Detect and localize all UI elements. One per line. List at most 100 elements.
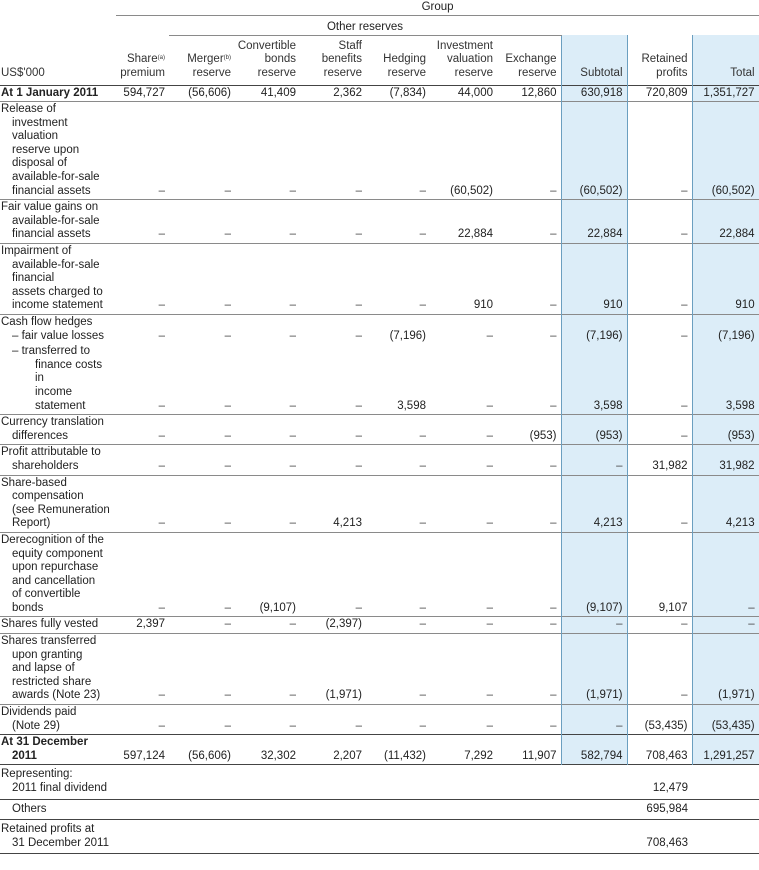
table-cell: –	[497, 633, 561, 705]
table-cell: –	[169, 414, 235, 445]
table-cell: 2,362	[300, 84, 366, 102]
footer-empty	[169, 819, 235, 855]
row-label: Shares transferred upon granting and lapse…	[0, 633, 116, 705]
table-row: – transferred to finance costs in income s…	[0, 344, 759, 415]
table-cell: 22,884	[560, 199, 628, 244]
table-cell: –	[116, 474, 169, 533]
table-row: Cash flow hedges – fair value losses – – – –(…	[0, 314, 759, 345]
footer-empty	[169, 798, 235, 820]
row-label: At 1 January 2011	[0, 84, 116, 102]
header-empty	[0, 15, 116, 35]
table-cell: –	[497, 704, 561, 735]
column-header: Exchange reserve	[505, 53, 557, 79]
table-cell: –	[300, 531, 366, 617]
table-cell: –	[116, 704, 169, 735]
row-label: – transferred to finance costs in income s…	[12, 345, 103, 412]
table-row: Derecognition of the equity component upon…	[0, 531, 759, 617]
footer-empty	[366, 819, 430, 855]
header-empty	[0, 0, 116, 15]
table-cell: –	[169, 101, 235, 200]
column-header: Convertible bonds reserve	[237, 39, 296, 79]
table-cell: –	[627, 314, 692, 345]
footer-empty	[300, 764, 366, 800]
column-header: Merger(b) reserve	[187, 53, 231, 79]
table-cell: 4,213	[300, 474, 366, 533]
table-cell: 630,918	[560, 84, 628, 102]
table-cell: –	[235, 243, 300, 315]
table-cell: –	[366, 414, 430, 445]
table-cell: –	[627, 243, 692, 315]
row-label: Impairment of available-for-sale financial…	[0, 243, 116, 315]
table-cell: –	[627, 101, 692, 200]
table-cell: 9,107	[627, 531, 692, 617]
footer-row: Retained profits at 31 December 2011 708,4…	[0, 819, 759, 855]
table-cell: 708,463	[627, 734, 692, 765]
table-cell: –	[235, 704, 300, 735]
table-cell: –	[366, 531, 430, 617]
footer-empty	[497, 819, 561, 855]
footer-empty	[300, 819, 366, 855]
table-cell: (53,435)	[691, 704, 759, 735]
table-cell: 22,884	[430, 199, 497, 244]
footer-empty	[116, 798, 169, 820]
table-cell: 7,292	[430, 734, 497, 765]
row-label: Share-based compensation (see Remuneration…	[0, 474, 116, 533]
table-cell: –	[116, 314, 169, 345]
table-cell: –	[116, 199, 169, 244]
table-cell: –	[366, 444, 430, 476]
footer-empty	[692, 798, 759, 820]
table-cell: 4,213	[691, 474, 759, 533]
column-header: Investment valuation reserve	[436, 39, 493, 79]
header-group-row: Group	[0, 0, 759, 16]
column-header: Share(a) premium	[120, 53, 165, 79]
footer-row: Representing: 2011 final dividend 12,479	[0, 764, 759, 800]
table-cell: –	[235, 616, 300, 634]
header-empty	[561, 15, 627, 35]
table-cell: 12,860	[497, 84, 561, 102]
column-header: Hedging reserve	[383, 53, 426, 79]
row-label: Derecognition of the equity component upon…	[0, 531, 116, 617]
table-cell: (953)	[560, 414, 628, 445]
table-cell: 720,809	[627, 84, 692, 102]
table-cell: 3,598	[397, 399, 426, 412]
table-cell: 4,213	[560, 474, 628, 533]
table-cell: –	[235, 414, 300, 445]
table-cell: 582,794	[560, 734, 628, 765]
footer-label: Retained profits at 31 December 2011	[0, 819, 116, 855]
footer-label: Representing: 2011 final dividend	[0, 764, 116, 800]
footer-empty	[300, 798, 366, 820]
table-cell: –	[366, 633, 430, 705]
table-cell: (9,107)	[235, 531, 300, 617]
table-cell: 44,000	[430, 84, 497, 102]
table-cell: –	[497, 444, 561, 476]
table-cell: –	[235, 444, 300, 476]
table-cell: (11,432)	[366, 734, 430, 765]
table-cell: –	[224, 399, 231, 412]
table-cell: 41,409	[235, 84, 300, 102]
table-cell: –	[627, 616, 692, 634]
table-cell: –	[691, 531, 759, 617]
table-row: Dividends paid (Note 29) – – – – – – – – (53,435)(…	[0, 704, 759, 735]
footer-empty	[169, 764, 235, 800]
table-cell: –	[366, 199, 430, 244]
header-unit-label: US$'000	[1, 66, 45, 79]
header-empty	[692, 15, 759, 35]
footer-empty	[561, 764, 627, 800]
table-cell: (60,502)	[560, 101, 628, 200]
table-row: At 1 January 2011 594,727 (56,606) 41,409 2,…	[0, 84, 759, 102]
table-cell: –	[300, 314, 366, 345]
table-cell: 597,124	[116, 734, 169, 765]
footer-empty	[366, 764, 430, 800]
table-row: Shares fully vested 2,397– – (2,397) – – – – – –	[0, 616, 759, 634]
table-cell: –	[627, 633, 692, 705]
table-cell: –	[169, 704, 235, 735]
table-cell: –	[169, 243, 235, 315]
table-cell: –	[560, 616, 628, 634]
table-cell: 31,982	[627, 444, 692, 476]
table-cell: –	[497, 101, 561, 200]
table-cell: –	[169, 633, 235, 705]
table-cell: (953)	[497, 414, 561, 445]
table-cell: –	[116, 444, 169, 476]
table-cell: –	[430, 633, 497, 705]
